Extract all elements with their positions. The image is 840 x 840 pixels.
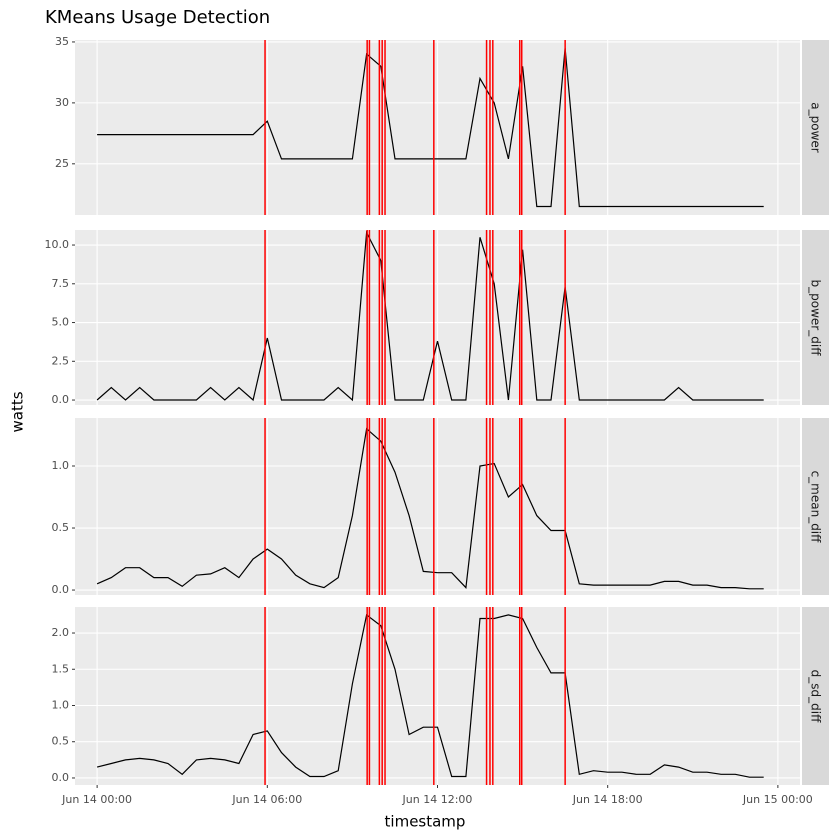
- y-tick-label: 0.0: [52, 393, 70, 406]
- series-line: [96, 230, 764, 402]
- strip-label: b_power_diff: [809, 280, 823, 357]
- y-tick-label: 0.5: [52, 521, 70, 534]
- y-tick-label: 1.0: [52, 698, 70, 711]
- y-tick-label: 0.0: [52, 771, 70, 784]
- y-tick-label: 35: [55, 35, 69, 48]
- series-line: [97, 47, 764, 208]
- y-tick-label: 0.5: [52, 735, 70, 748]
- x-tick-label: Jun 14 00:00: [61, 793, 132, 806]
- strip: [802, 230, 829, 405]
- y-tick-label: 2.0: [52, 626, 70, 639]
- y-tick-label: 2.5: [52, 354, 70, 367]
- strip: [802, 418, 829, 595]
- x-tick-label: Jun 15 00:00: [742, 793, 813, 806]
- y-tick-label: 30: [55, 96, 69, 109]
- y-axis-label: watts: [9, 391, 27, 432]
- x-tick-label: Jun 14 18:00: [572, 793, 643, 806]
- y-tick-label: 5.0: [52, 316, 70, 329]
- y-tick-label: 7.5: [52, 277, 70, 290]
- y-tick-label: 10.0: [45, 238, 70, 251]
- y-tick-label: 1.0: [52, 459, 70, 472]
- x-axis-label: timestamp: [385, 813, 466, 831]
- strip-label: c_mean_diff: [809, 471, 823, 544]
- strip-label: a_power: [809, 102, 823, 153]
- chart-title: KMeans Usage Detection: [45, 7, 270, 28]
- series-line: [96, 427, 764, 590]
- y-tick-label: 25: [55, 157, 69, 170]
- y-tick-label: 0.0: [52, 583, 70, 596]
- y-tick-label: 1.5: [52, 662, 70, 675]
- strip: [802, 607, 829, 785]
- x-tick-label: Jun 14 06:00: [231, 793, 302, 806]
- strip-label: d_sd_diff: [809, 670, 823, 723]
- x-tick-label: Jun 14 12:00: [402, 793, 473, 806]
- strip: [802, 40, 829, 215]
- series-line: [96, 613, 764, 778]
